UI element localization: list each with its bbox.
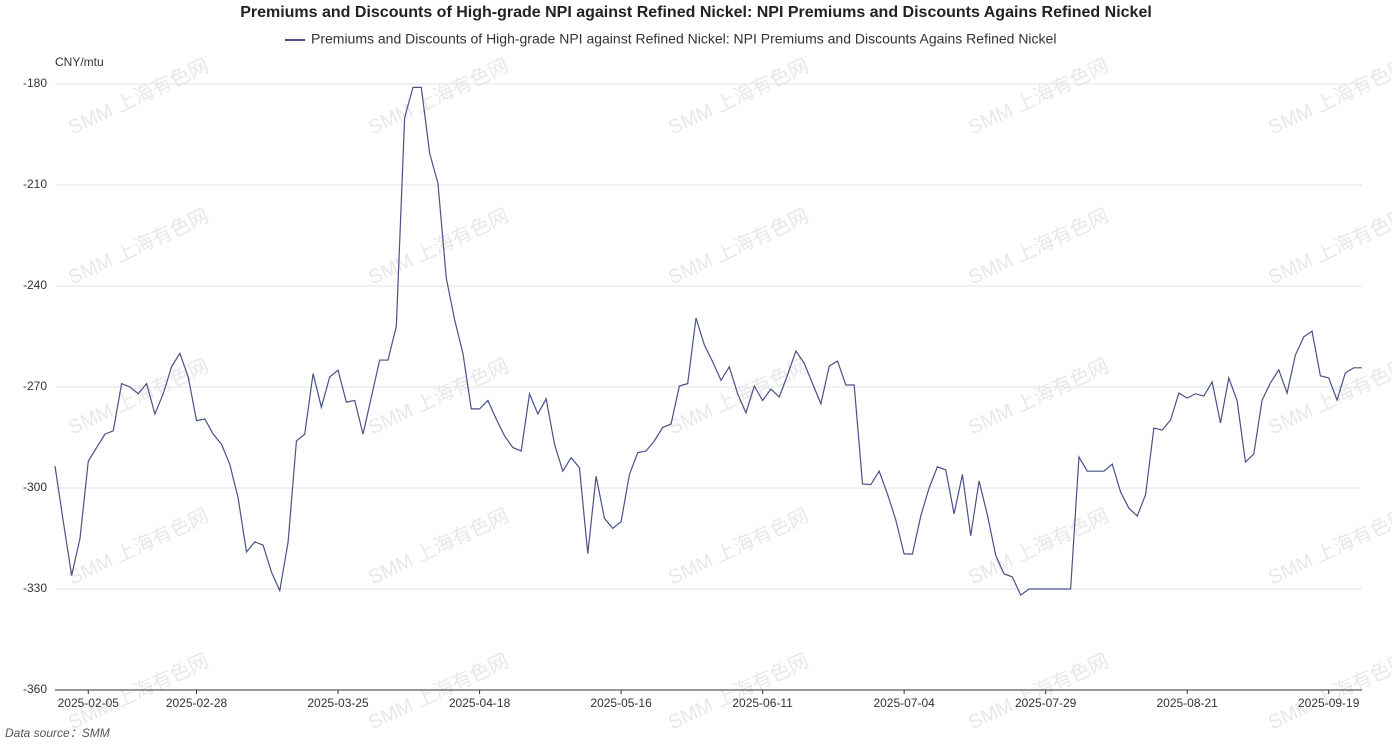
- x-tick-label: 2025-09-19: [1298, 696, 1360, 710]
- watermark: SMM 上海有色网: [365, 54, 513, 139]
- chart-title: Premiums and Discounts of High-grade NPI…: [240, 4, 1152, 21]
- watermark: SMM 上海有色网: [1265, 354, 1392, 439]
- watermark: SMM 上海有色网: [665, 504, 813, 589]
- watermark: SMM 上海有色网: [65, 649, 213, 734]
- x-tick-label: 2025-07-04: [873, 696, 935, 710]
- watermark: SMM 上海有色网: [965, 504, 1113, 589]
- watermark: SMM 上海有色网: [665, 54, 813, 139]
- watermark: SMM 上海有色网: [65, 354, 213, 439]
- data-source: Data source：SMM: [5, 726, 110, 740]
- watermark: SMM 上海有色网: [665, 649, 813, 734]
- watermark: SMM 上海有色网: [65, 204, 213, 289]
- y-tick-label: -270: [23, 379, 47, 393]
- y-tick-label: -300: [23, 480, 47, 494]
- y-tick-label: -210: [23, 177, 47, 191]
- watermark: SMM 上海有色网: [365, 504, 513, 589]
- watermark: SMM 上海有色网: [965, 649, 1113, 734]
- watermark: SMM 上海有色网: [665, 204, 813, 289]
- watermark: SMM 上海有色网: [365, 649, 513, 734]
- watermark: SMM 上海有色网: [365, 354, 513, 439]
- x-tick-label: 2025-08-21: [1156, 696, 1218, 710]
- x-tick-label: 2025-04-18: [449, 696, 511, 710]
- y-unit: CNY/mtu: [55, 55, 104, 69]
- watermark: SMM 上海有色网: [365, 204, 513, 289]
- x-tick-label: 2025-03-25: [307, 696, 369, 710]
- y-tick-label: -330: [23, 581, 47, 595]
- x-tick-label: 2025-02-28: [166, 696, 228, 710]
- watermark: SMM 上海有色网: [1265, 204, 1392, 289]
- y-tick-label: -180: [23, 76, 47, 90]
- x-tick-label: 2025-06-11: [732, 696, 793, 710]
- watermark: SMM 上海有色网: [65, 504, 213, 589]
- series-line: [54, 86, 1362, 596]
- watermark: SMM 上海有色网: [1265, 504, 1392, 589]
- watermark: SMM 上海有色网: [1265, 54, 1392, 139]
- watermark: SMM 上海有色网: [965, 204, 1113, 289]
- y-tick-label: -360: [23, 682, 47, 696]
- y-tick-label: -240: [23, 278, 47, 292]
- watermark: SMM 上海有色网: [965, 354, 1113, 439]
- x-tick-label: 2025-05-16: [590, 696, 652, 710]
- watermark: SMM 上海有色网: [965, 54, 1113, 139]
- legend-label[interactable]: Premiums and Discounts of High-grade NPI…: [311, 31, 1056, 47]
- x-tick-label: 2025-07-29: [1015, 696, 1077, 710]
- x-tick-label: 2025-02-05: [58, 696, 120, 710]
- watermarks: SMM 上海有色网 SMM 上海有色网 SMM 上海有色网 SMM 上海有色网 SMM …: [65, 54, 1392, 734]
